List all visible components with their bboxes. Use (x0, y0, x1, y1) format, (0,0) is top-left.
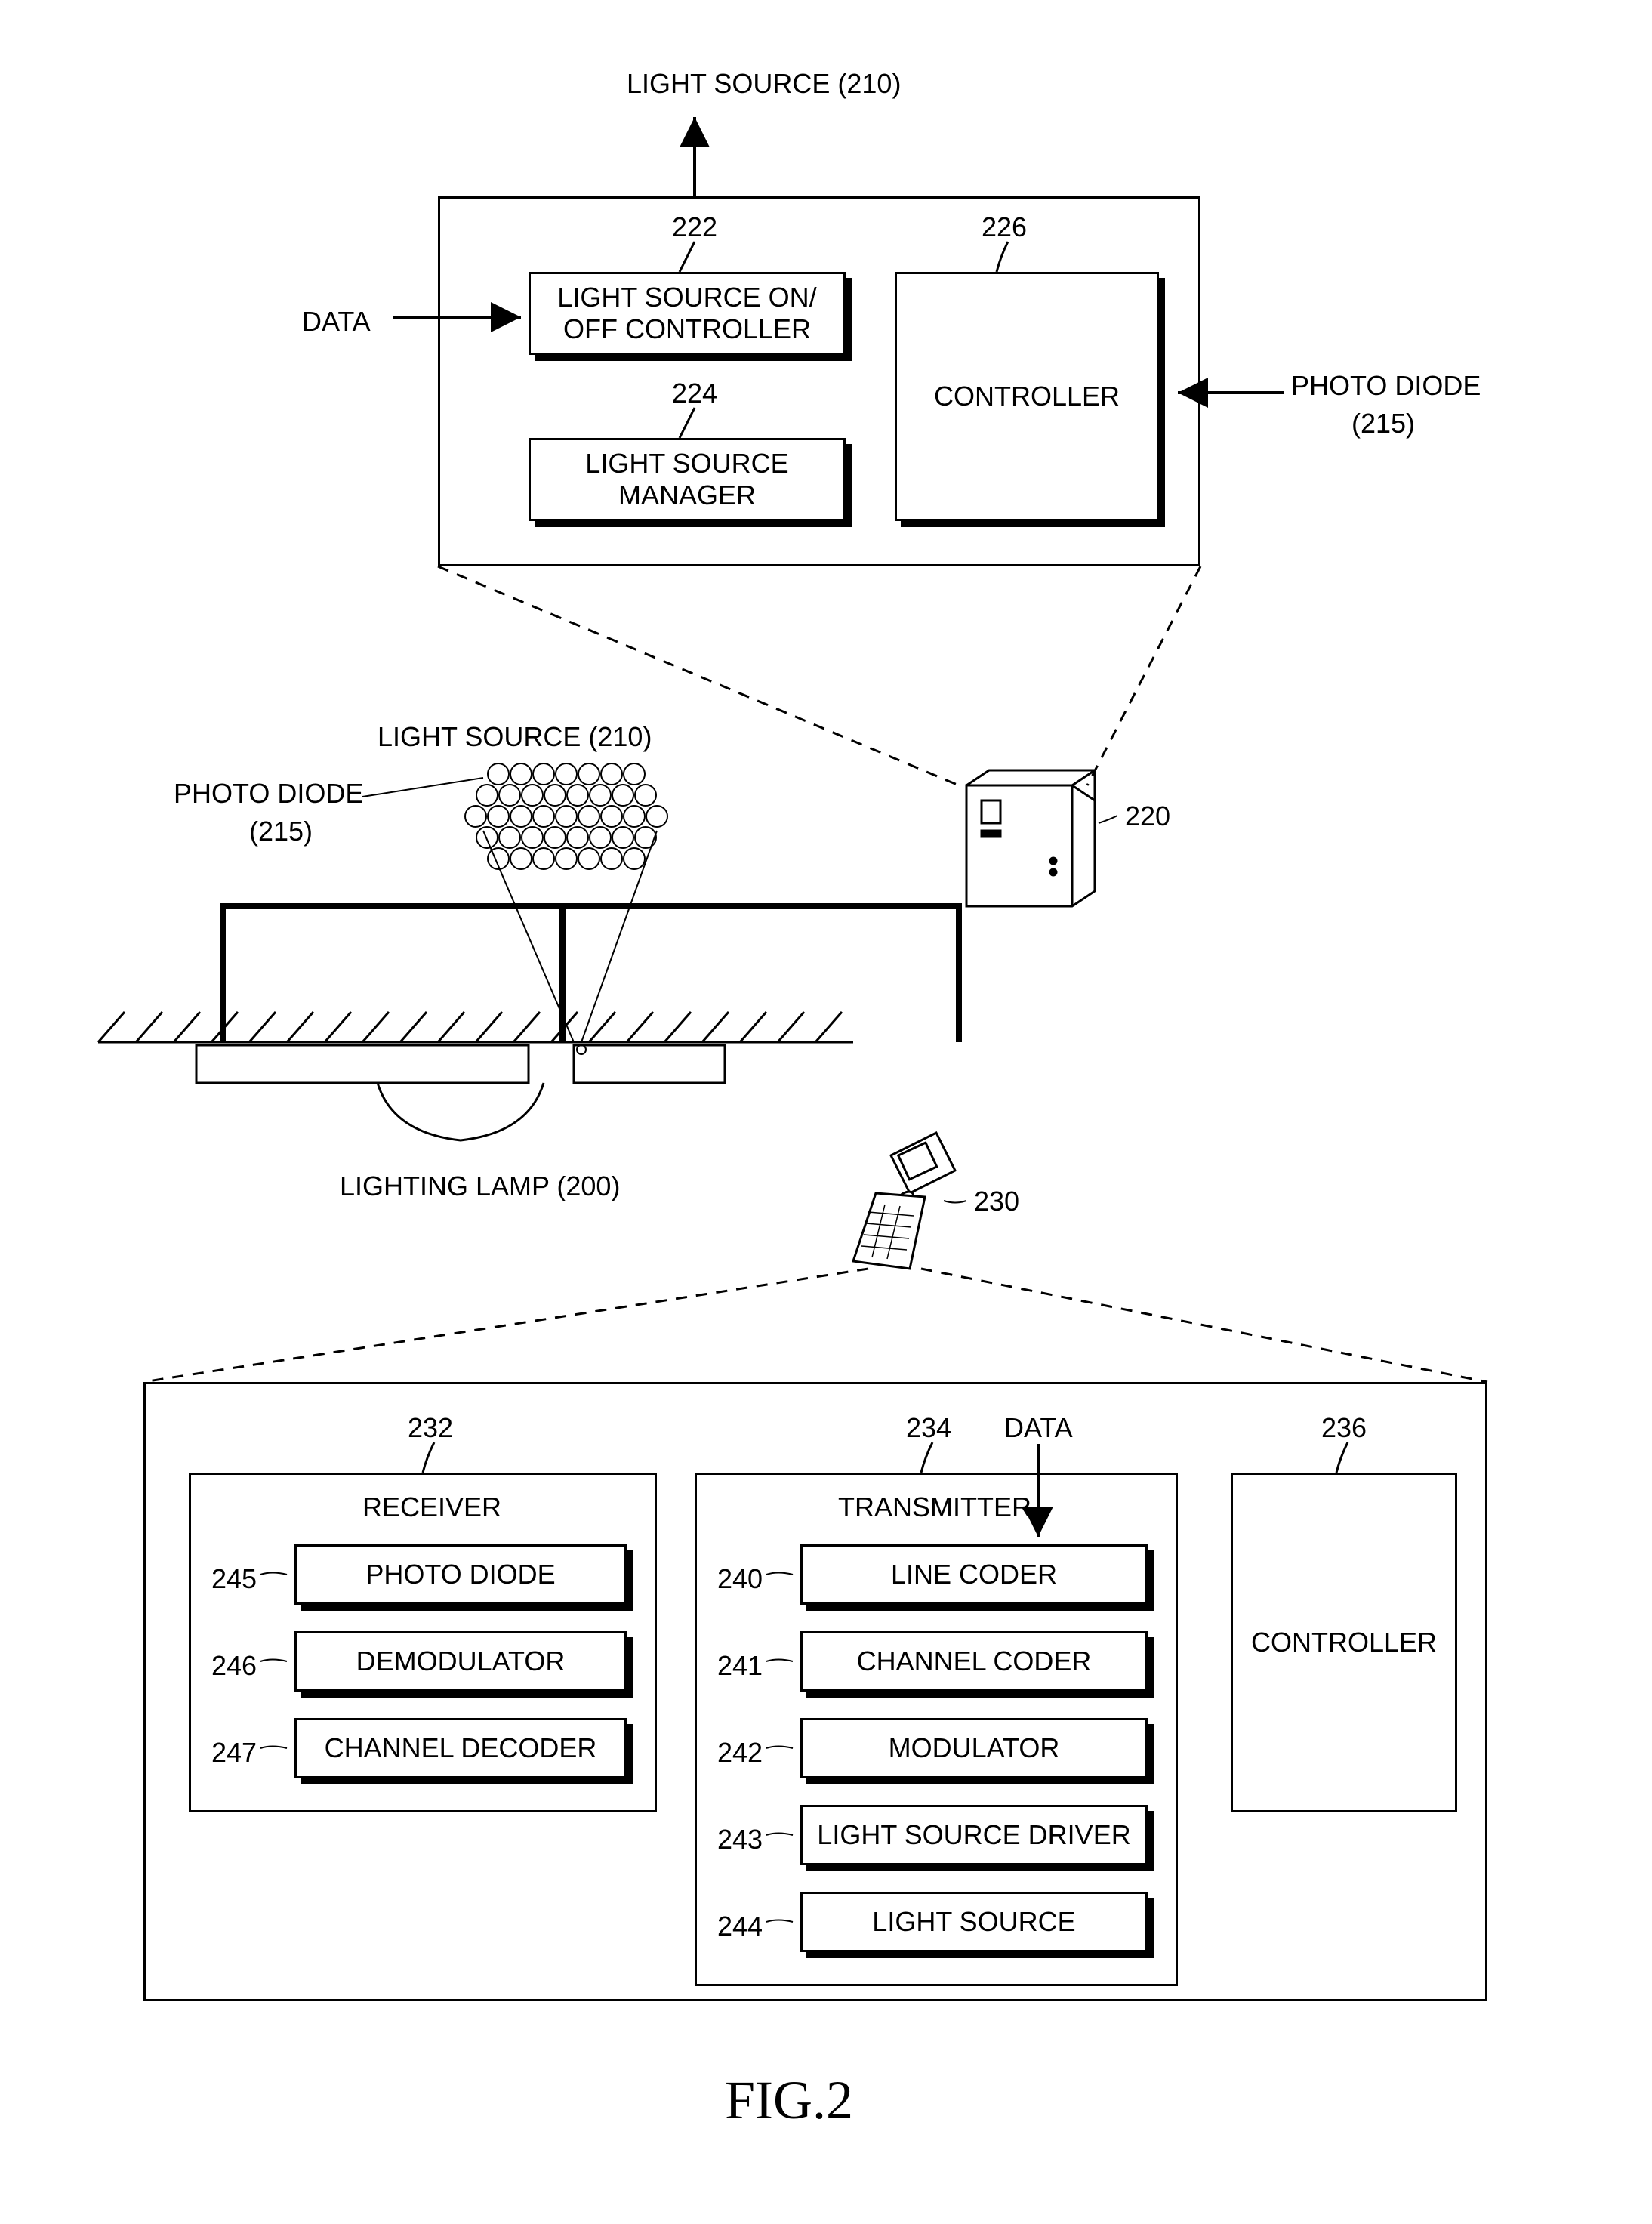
light-source-array-icon (465, 763, 667, 869)
ceiling-hatch (98, 1012, 853, 1042)
ref-222: 222 (672, 211, 717, 243)
controller-226-box: CONTROLLER (895, 272, 1159, 521)
server-icon (966, 770, 1095, 906)
receiver-title: RECEIVER (362, 1491, 501, 1523)
ref-243: 243 (717, 1824, 763, 1855)
ref-226: 226 (982, 211, 1027, 243)
data-input-label: DATA (302, 306, 371, 338)
demodulator-box: DEMODULATOR (294, 1631, 627, 1692)
controller-236-box: CONTROLLER (1231, 1473, 1457, 1812)
lamp-fixture-2 (574, 1045, 725, 1083)
channel-coder-box: CHANNEL CODER (800, 1631, 1148, 1692)
lighting-lamp-label: LIGHTING LAMP (200) (340, 1171, 620, 1202)
light-source-top-label: LIGHT SOURCE (210) (627, 68, 901, 100)
modulator-box: MODULATOR (800, 1718, 1148, 1778)
photo-diode-mid-ref: (215) (249, 816, 313, 847)
light-source-244-box: LIGHT SOURCE (800, 1892, 1148, 1952)
light-source-mid-label: LIGHT SOURCE (210) (378, 721, 652, 753)
photo-diode-245-box: PHOTO DIODE (294, 1544, 627, 1605)
photo-diode-mid-label: PHOTO DIODE (174, 778, 363, 810)
ref-242: 242 (717, 1737, 763, 1769)
phone-icon (853, 1133, 955, 1269)
figure-label: FIG.2 (725, 2069, 853, 2132)
ref-234: 234 (906, 1412, 951, 1444)
ref-236: 236 (1321, 1412, 1367, 1444)
ref-241: 241 (717, 1650, 763, 1682)
ref-224: 224 (672, 378, 717, 409)
ceiling-mount (223, 906, 959, 1042)
light-source-manager-box: LIGHT SOURCE MANAGER (529, 438, 846, 521)
ref-244: 244 (717, 1911, 763, 1942)
ref-246: 246 (211, 1650, 257, 1682)
light-source-controller-box: LIGHT SOURCE ON/ OFF CONTROLLER (529, 272, 846, 355)
photo-diode-right-label: PHOTO DIODE (1291, 370, 1481, 402)
ref-245: 245 (211, 1563, 257, 1595)
transmitter-data-label: DATA (1004, 1412, 1073, 1444)
lamp-fixture-1 (196, 1045, 529, 1083)
ref-220: 220 (1125, 800, 1170, 832)
transmitter-title: TRANSMITTER (838, 1491, 1031, 1523)
ref-232: 232 (408, 1412, 453, 1444)
ref-247: 247 (211, 1737, 257, 1769)
line-coder-box: LINE CODER (800, 1544, 1148, 1605)
channel-decoder-box: CHANNEL DECODER (294, 1718, 627, 1778)
ref-240: 240 (717, 1563, 763, 1595)
light-source-driver-box: LIGHT SOURCE DRIVER (800, 1805, 1148, 1865)
photo-diode-right-ref: (215) (1351, 408, 1415, 440)
ref-230: 230 (974, 1186, 1019, 1217)
